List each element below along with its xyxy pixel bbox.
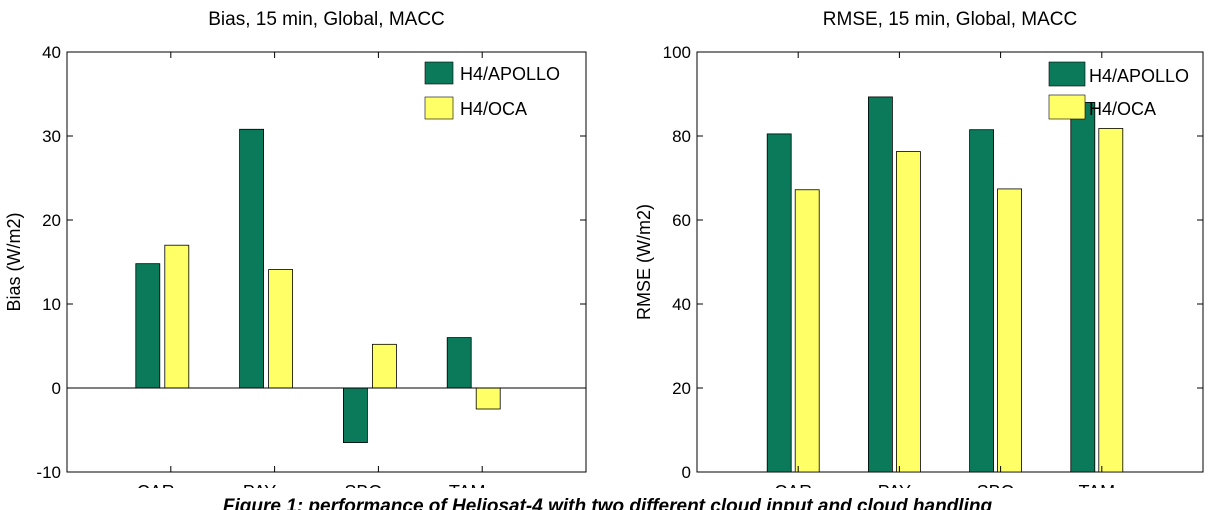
y-tick-label: 40: [42, 43, 61, 62]
bar-h4-oca-tam: [475, 387, 501, 410]
y-tick-label: 20: [42, 211, 61, 230]
y-tick-label: -10: [36, 463, 61, 482]
bar-h4-oca-pay: [896, 151, 921, 473]
legend-swatch: [424, 61, 454, 85]
bar-h4-apollo-car: [766, 133, 792, 473]
y-tick-label: 100: [663, 43, 691, 62]
bar-h4-oca-car: [794, 189, 820, 473]
legend: H4/APOLLO H4/OCA: [1048, 61, 1189, 120]
legend: H4/APOLLO H4/OCA: [424, 61, 560, 120]
bar-h4-apollo-pay: [868, 96, 893, 473]
x-tick-label: CAR: [137, 482, 175, 488]
y-tick-label: 0: [682, 463, 691, 482]
x-tick-label: TAM: [449, 482, 486, 488]
bar-h4-apollo-sbo: [969, 129, 994, 473]
x-tick-label: SBO: [977, 482, 1015, 488]
bar-h4-oca-sbo: [997, 188, 1022, 473]
x-tick-label: TAM: [1078, 482, 1115, 488]
legend-swatch: [424, 96, 454, 120]
bar-h4-apollo-tam: [1070, 102, 1096, 473]
y-tick-label: 10: [42, 295, 61, 314]
bar-h4-apollo-sbo: [342, 387, 368, 443]
y-tick-label: 80: [672, 127, 691, 146]
legend-label: H4/OCA: [1089, 99, 1156, 119]
y-tick-label: 30: [42, 127, 61, 146]
bar-h4-oca-car: [164, 244, 190, 389]
y-tick-label: 60: [672, 211, 691, 230]
bar-h4-oca-sbo: [371, 343, 397, 389]
chart-panel-2: 0 20 40 60 80 100 CAR PAY SBO TAM RMSE, 15 min, Gl…: [634, 9, 1204, 488]
y-axis-label: Bias (W/m2): [4, 213, 24, 312]
chart-panel-1: -10 0 10 20 30 40 CAR PAY SBO TAM Bias, 15 min, Gl…: [4, 9, 587, 488]
x-tick-label: CAR: [774, 482, 812, 488]
x-tick-label: PAY: [243, 482, 276, 488]
legend-swatch: [1048, 61, 1086, 87]
y-tick-label: 40: [672, 295, 691, 314]
figure-canvas: -10 0 10 20 30 40 CAR PAY SBO TAM Bias, 15 min, Gl…: [4, 9, 1204, 488]
x-tick-label: SBO: [344, 482, 382, 488]
y-tick-label: 0: [52, 379, 61, 398]
y-axis-label: RMSE (W/m2): [634, 204, 654, 320]
bar-h4-apollo-car: [135, 263, 161, 389]
chart-title: RMSE, 15 min, Global, MACC: [823, 9, 1077, 30]
legend-label: H4/APOLLO: [460, 64, 560, 84]
x-tick-label: PAY: [878, 482, 911, 488]
bar-h4-oca-pay: [268, 269, 294, 389]
legend-label: H4/APOLLO: [1089, 66, 1189, 86]
legend-label: H4/OCA: [460, 99, 527, 119]
y-tick-label: 20: [672, 379, 691, 398]
bar-h4-apollo-tam: [446, 337, 472, 389]
bar-h4-oca-tam: [1098, 128, 1124, 473]
chart-title: Bias, 15 min, Global, MACC: [208, 9, 445, 30]
legend-swatch: [1048, 94, 1086, 120]
bar-h4-apollo-pay: [239, 128, 265, 389]
figure-caption: Figure 1: performance of Heliosat-4 with…: [222, 496, 993, 510]
